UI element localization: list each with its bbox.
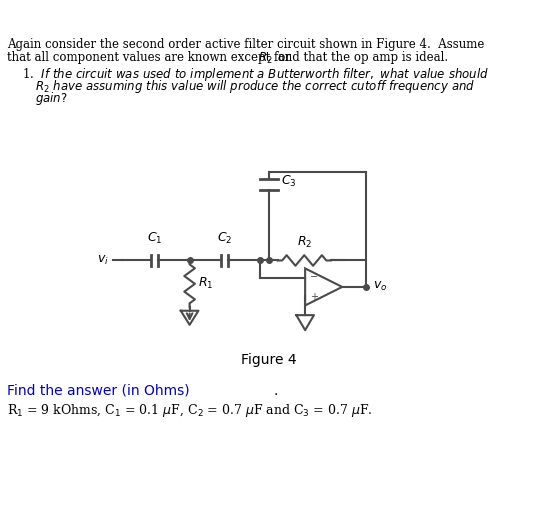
Text: $R_1$: $R_1$ (198, 276, 214, 291)
Text: .: . (274, 384, 278, 398)
Text: R$_1$ = 9 kOhms, C$_1$ = 0.1 $\mu$F, C$_2$ = 0.7 $\mu$F and C$_3$ = 0.7 $\mu$F.: R$_1$ = 9 kOhms, C$_1$ = 0.1 $\mu$F, C$_… (7, 402, 372, 419)
Text: and that the op amp is ideal.: and that the op amp is ideal. (274, 51, 448, 63)
Text: Again consider the second order active filter circuit shown in Figure 4.  Assume: Again consider the second order active f… (7, 38, 484, 51)
Text: $\it{gain?}$: $\it{gain?}$ (35, 90, 68, 107)
Text: $R_2$: $R_2$ (296, 235, 312, 250)
Text: +: + (310, 292, 318, 302)
Text: $\it{R_2}$$\it{\ have\ assuming\ this\ value\ will\ produce\ the\ correct\ cutof: $\it{R_2}$$\it{\ have\ assuming\ this\ v… (35, 78, 476, 95)
Text: $R_2$: $R_2$ (258, 51, 273, 65)
Text: $C_2$: $C_2$ (217, 231, 233, 247)
Text: $v_o$: $v_o$ (373, 280, 388, 294)
Text: $C_3$: $C_3$ (281, 174, 297, 188)
Text: $v_i$: $v_i$ (97, 254, 109, 267)
Text: Figure 4: Figure 4 (241, 353, 297, 367)
Text: Find the answer (in Ohms): Find the answer (in Ohms) (7, 384, 189, 398)
Text: that all component values are known except for: that all component values are known exce… (7, 51, 295, 63)
Text: −: − (310, 272, 318, 282)
Text: $C_1$: $C_1$ (146, 231, 162, 247)
Text: 1.  $\it{If\ the\ circuit\ was\ used\ to\ implement\ a\ Butterworth\ filter,\ wh: 1. $\it{If\ the\ circuit\ was\ used\ to\… (22, 65, 489, 82)
